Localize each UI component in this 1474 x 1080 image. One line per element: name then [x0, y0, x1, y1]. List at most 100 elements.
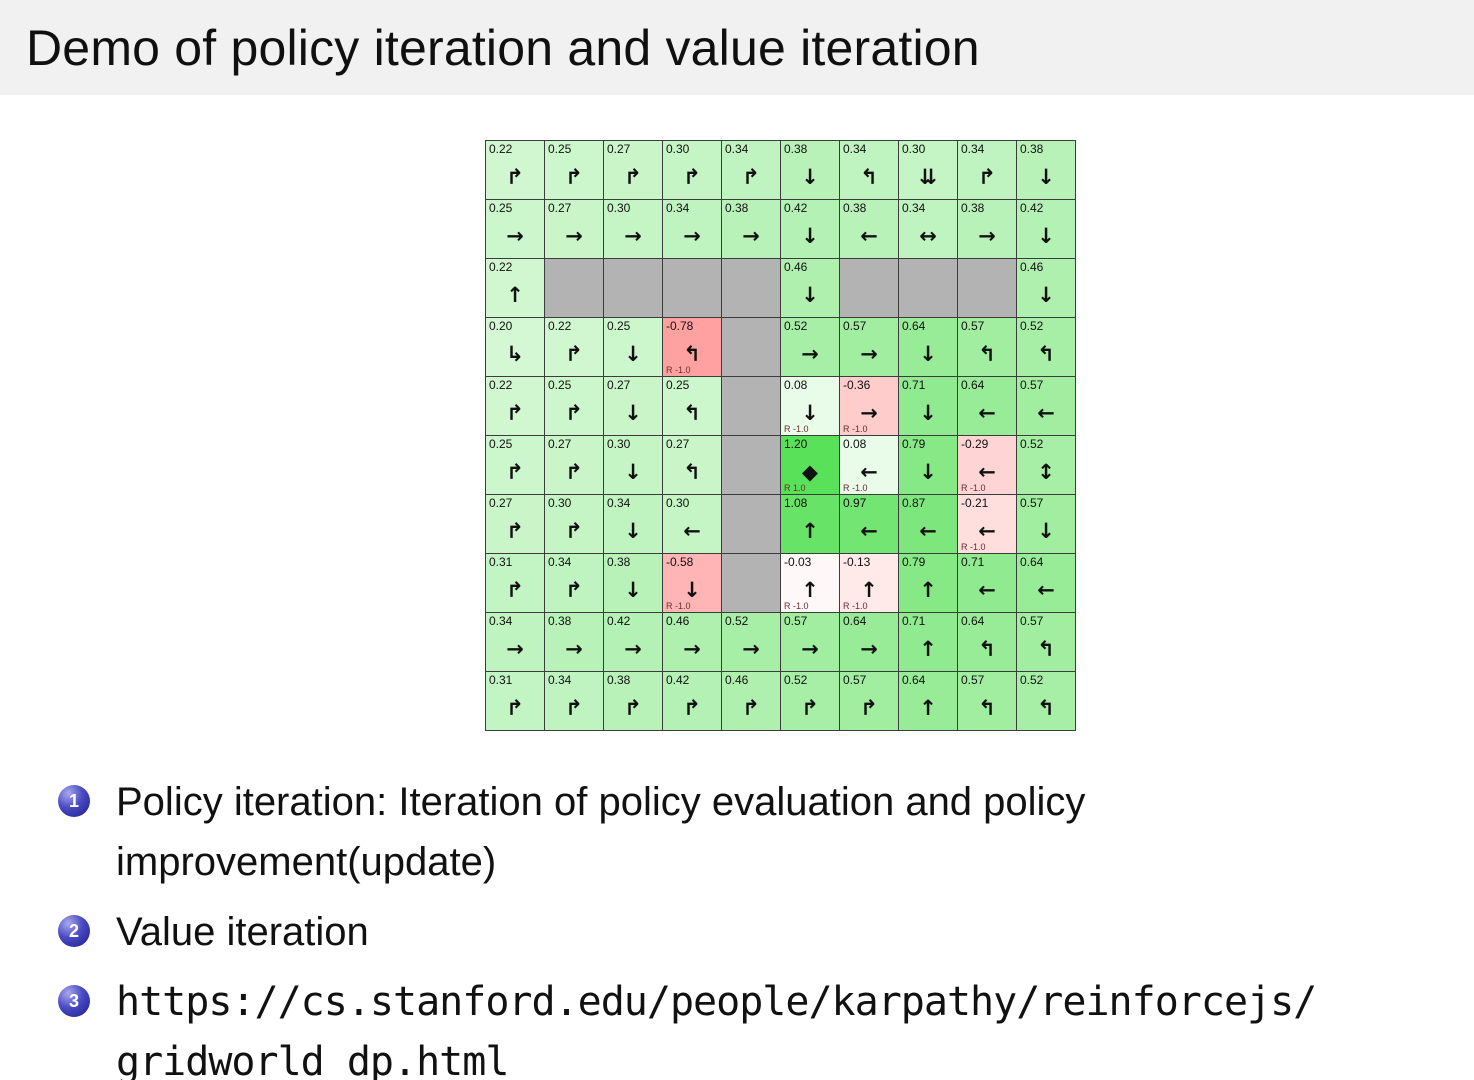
cell-value: 0.30 [548, 496, 572, 510]
policy-arrow-icon: ↱ [506, 696, 524, 720]
gridworld-cell: 0.27 ↓ [604, 377, 663, 436]
gridworld-cell: 0.42 ↓ [781, 200, 840, 259]
cell-value: 0.57 [961, 319, 985, 333]
policy-arrow-icon: ↰ [860, 165, 878, 189]
gridworld-cell: 0.30 ↱ [545, 495, 604, 554]
slide-title: Demo of policy iteration and value itera… [26, 19, 980, 76]
cell-value: 0.22 [489, 378, 513, 392]
policy-arrow-icon: ↰ [978, 637, 996, 661]
cell-value: 0.31 [489, 673, 513, 687]
cell-value: 0.52 [784, 673, 808, 687]
gridworld-cell: 0.38 → [722, 200, 781, 259]
policy-arrow-icon: ↰ [683, 460, 701, 484]
cell-value: 0.71 [961, 555, 985, 569]
policy-arrow-icon: ← [683, 519, 701, 543]
gridworld-cell: 0.87 ← [899, 495, 958, 554]
gridworld-cell: 0.34 ↱ [545, 672, 604, 731]
gridworld-wall-cell [722, 436, 781, 495]
cell-reward-label: R -1.0 [843, 601, 868, 611]
bullet-number-badge: 1 [58, 785, 90, 817]
policy-arrow-icon: → [860, 401, 878, 425]
gridworld-cell: 0.42 ↓ [1017, 200, 1076, 259]
policy-arrow-icon: → [506, 224, 524, 248]
cell-value: 0.57 [1020, 378, 1044, 392]
cell-value: 0.25 [489, 201, 513, 215]
gridworld-cell: 0.34 ↱ [958, 141, 1017, 200]
cell-value: 0.08 [843, 437, 867, 451]
gridworld-wall-cell [722, 259, 781, 318]
policy-arrow-icon: ← [1037, 578, 1055, 602]
bullet-text: Policy iteration: Iteration of policy ev… [116, 772, 1085, 892]
gridworld-wall-cell [722, 318, 781, 377]
gridworld-cell: 0.79 ↓ [899, 436, 958, 495]
cell-value: 0.34 [961, 142, 985, 156]
cell-reward-label: R -1.0 [666, 365, 691, 375]
policy-arrow-icon: ↓ [919, 460, 937, 484]
gridworld-cell: 0.38 → [545, 613, 604, 672]
gridworld-cell: -0.36 → R -1.0 [840, 377, 899, 436]
gridworld-cell: 0.34 ↔ [899, 200, 958, 259]
gridworld-wall-cell [722, 495, 781, 554]
policy-arrow-icon: ↰ [1037, 637, 1055, 661]
cell-value: -0.58 [666, 555, 694, 569]
cell-value: 0.25 [489, 437, 513, 451]
gridworld-cell: 0.27 → [545, 200, 604, 259]
cell-value: 0.34 [489, 614, 513, 628]
policy-arrow-icon: → [683, 637, 701, 661]
gridworld-cell: 0.25 → [486, 200, 545, 259]
gridworld-cell: 0.46 → [663, 613, 722, 672]
cell-value: 0.57 [1020, 614, 1044, 628]
policy-arrow-icon: ↓ [1037, 224, 1055, 248]
policy-arrow-icon: → [860, 342, 878, 366]
bullet-line: gridworld_dp.html [116, 1039, 509, 1080]
gridworld-cell: 0.46 ↓ [781, 259, 840, 318]
cell-value: 0.46 [1020, 260, 1044, 274]
policy-arrow-icon: ↑ [919, 696, 937, 720]
cell-value: 0.79 [902, 437, 926, 451]
gridworld-cell: 0.08 ↓ R -1.0 [781, 377, 840, 436]
policy-arrow-icon: ◆ [801, 460, 819, 484]
policy-arrow-icon: ↱ [801, 696, 819, 720]
gridworld-cell: 0.30 ↓ [604, 436, 663, 495]
policy-arrow-icon: ↓ [919, 401, 937, 425]
gridworld-cell: 0.57 ↰ [958, 672, 1017, 731]
gridworld-cell: 0.38 ↓ [781, 141, 840, 200]
policy-arrow-icon: ↱ [683, 696, 701, 720]
gridworld-cell: 0.25 ↱ [545, 141, 604, 200]
gridworld-cell: 0.57 ↱ [840, 672, 899, 731]
gridworld-cell: 0.34 ↱ [545, 554, 604, 613]
cell-value: 0.27 [607, 378, 631, 392]
policy-arrow-icon: ↓ [801, 165, 819, 189]
cell-value: -0.78 [666, 319, 694, 333]
gridworld-cell: 0.57 ↰ [958, 318, 1017, 377]
policy-arrow-icon: ↱ [565, 401, 583, 425]
policy-arrow-icon: ↔ [919, 224, 937, 248]
cell-value: 0.34 [843, 142, 867, 156]
policy-arrow-icon: ↑ [919, 578, 937, 602]
cell-value: 0.30 [607, 437, 631, 451]
gridworld-cell: 0.64 ← [958, 377, 1017, 436]
cell-reward-label: R -1.0 [666, 601, 691, 611]
policy-arrow-icon: ↓ [1037, 283, 1055, 307]
policy-arrow-icon: ↱ [860, 696, 878, 720]
gridworld-grid: 0.22 ↱ 0.25 ↱ 0.27 ↱ 0.30 ↱ 0.34 ↱ 0.38 ↓ 0.34 ↰ 0.30 ⇊… [485, 140, 1076, 731]
cell-value: 0.30 [902, 142, 926, 156]
policy-arrow-icon: ↱ [565, 519, 583, 543]
cell-value: 0.38 [843, 201, 867, 215]
gridworld-wall-cell [899, 259, 958, 318]
url-text[interactable]: https://cs.stanford.edu/people/karpathy/… [116, 972, 1317, 1080]
cell-value: -0.29 [961, 437, 989, 451]
cell-value: 0.64 [843, 614, 867, 628]
cell-value: 0.34 [548, 555, 572, 569]
gridworld-cell: 0.34 → [486, 613, 545, 672]
policy-arrow-icon: ← [860, 460, 878, 484]
gridworld-cell: 0.25 ↰ [663, 377, 722, 436]
cell-value: 0.27 [666, 437, 690, 451]
cell-value: 0.25 [548, 142, 572, 156]
policy-arrow-icon: → [624, 637, 642, 661]
cell-value: 0.97 [843, 496, 867, 510]
gridworld-cell: 0.97 ← [840, 495, 899, 554]
gridworld-cell: 0.57 → [840, 318, 899, 377]
cell-reward-label: R -1.0 [843, 483, 868, 493]
cell-reward-label: R -1.0 [843, 424, 868, 434]
